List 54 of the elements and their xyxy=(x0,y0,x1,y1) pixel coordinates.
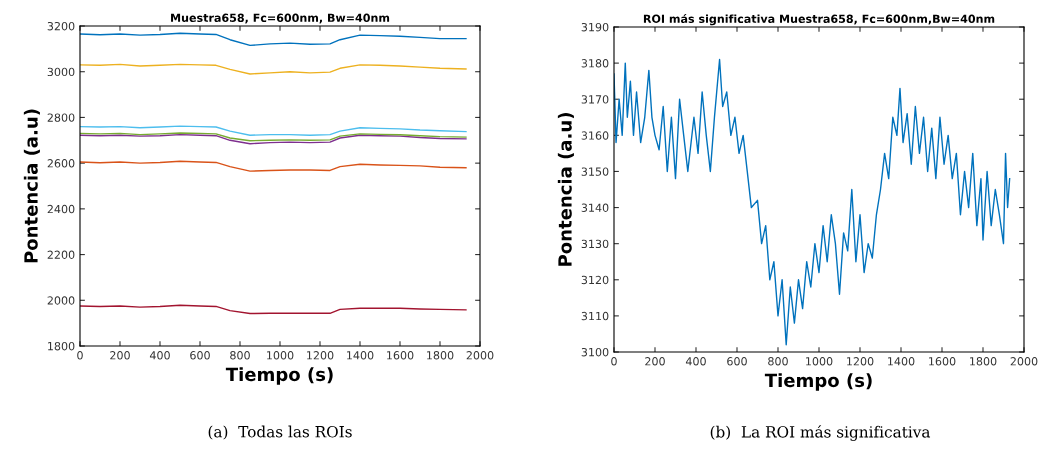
text: (b) La ROI más significativa xyxy=(710,425,931,441)
x-axis-title: Tiempo (s) xyxy=(764,373,872,391)
x-tick-label: 1000 xyxy=(806,357,833,366)
y-axis-title: Pontencia (a.u) xyxy=(23,109,40,263)
y-tick-label: 3170 xyxy=(581,95,609,104)
y-tick-label: 3200 xyxy=(47,21,75,31)
x-tick-label: 1800 xyxy=(427,351,454,360)
line-series xyxy=(80,32,467,47)
y-tick-label: 3100 xyxy=(581,347,609,357)
line-series xyxy=(614,58,1011,346)
x-tick-label: 600 xyxy=(190,351,210,360)
y-tick-label: 3110 xyxy=(581,311,609,321)
chart-title: Muestra658, Fc=600nm, Bw=40nm xyxy=(171,13,390,24)
line-series xyxy=(80,160,467,172)
y-tick-label: 1800 xyxy=(48,341,75,351)
y-axis-title: Pontencia (a.u) xyxy=(557,113,574,266)
x-tick-label: 1600 xyxy=(387,351,414,360)
y-tick-label: 3160 xyxy=(581,131,609,140)
y-tick-label: 3190 xyxy=(581,22,609,32)
y-tick-label: 2800 xyxy=(47,113,75,122)
y-tick-label: 2400 xyxy=(47,204,75,214)
y-tick-label: 2200 xyxy=(47,250,75,259)
x-tick-label: 1600 xyxy=(929,357,956,366)
y-tick-label: 3140 xyxy=(581,203,609,212)
x-tick-label: 1400 xyxy=(347,351,374,360)
y-tick-label: 3150 xyxy=(581,167,609,176)
line-series xyxy=(80,125,467,136)
x-tick-label: 1200 xyxy=(307,351,334,360)
x-tick-label: 800 xyxy=(768,357,788,366)
x-tick-label: 1800 xyxy=(970,357,997,366)
x-tick-label: 800 xyxy=(230,351,250,360)
chart-title: ROI más significativa Muestra658, Fc=600nm,Bw=40nm xyxy=(643,13,995,26)
x-tick-label: 2000 xyxy=(1010,357,1038,366)
y-tick-label: 2000 xyxy=(47,296,75,305)
x-tick-label: 0 xyxy=(611,357,617,366)
line-series xyxy=(80,304,467,315)
y-tick-label: 2600 xyxy=(47,159,75,168)
x-tick-label: 0 xyxy=(77,351,83,360)
x-tick-label: 1000 xyxy=(267,351,294,360)
x-tick-label: 1200 xyxy=(847,357,874,366)
text: (a) Todas las ROIs xyxy=(208,425,352,440)
x-tick-label: 200 xyxy=(645,357,665,366)
x-tick-label: 2000 xyxy=(466,351,494,360)
x-axis-title: Tiempo (s) xyxy=(225,367,333,385)
y-tick-label: 3000 xyxy=(47,67,75,77)
y-tick-label: 3180 xyxy=(581,59,609,68)
x-tick-label: 1400 xyxy=(888,357,915,366)
y-tick-label: 3120 xyxy=(581,275,609,285)
line-series xyxy=(80,63,467,75)
x-tick-label: 200 xyxy=(110,351,130,360)
x-tick-label: 400 xyxy=(149,351,170,360)
x-tick-label: 600 xyxy=(727,357,747,366)
y-tick-label: 3130 xyxy=(581,239,609,249)
x-tick-label: 400 xyxy=(685,357,706,366)
